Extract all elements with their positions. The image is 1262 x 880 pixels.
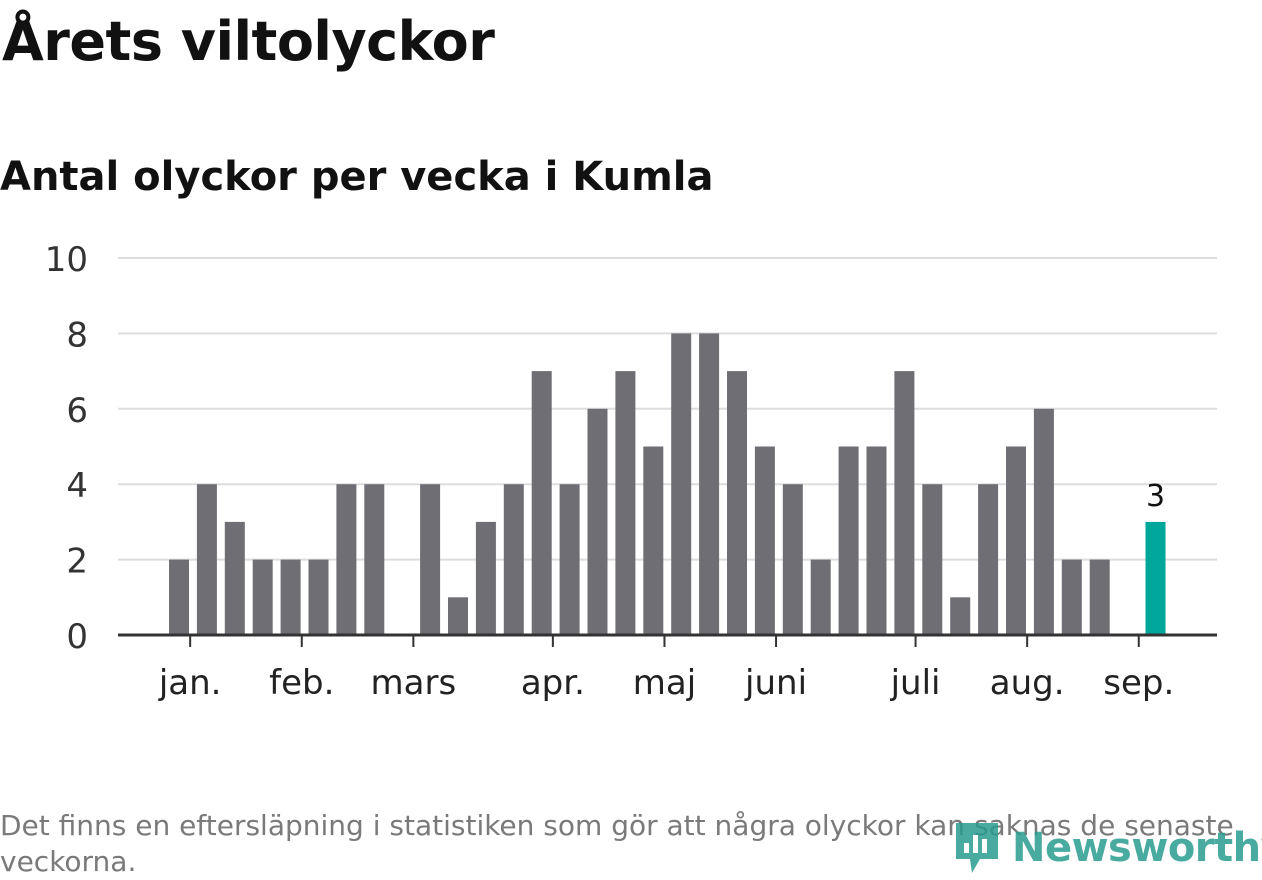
y-tick-label: 10 <box>45 240 88 280</box>
chart-subtitle: Antal olyckor per vecka i Kumla <box>0 154 714 200</box>
brand-name: Newsworthy <box>1012 825 1262 871</box>
bar <box>866 446 887 635</box>
bar <box>838 446 859 635</box>
bar <box>643 446 664 635</box>
bar <box>810 559 831 635</box>
bar <box>978 484 999 635</box>
bar <box>308 559 329 635</box>
bar <box>754 446 775 635</box>
x-tick-label: juli <box>890 663 941 703</box>
bar <box>252 559 273 635</box>
x-tick-label: apr. <box>521 663 585 703</box>
x-tick-label: jan. <box>158 663 222 703</box>
y-tick-label: 4 <box>66 466 88 506</box>
x-tick-label: aug. <box>990 663 1065 703</box>
bar <box>671 333 692 635</box>
bar <box>922 484 943 635</box>
bar <box>448 597 468 635</box>
x-tick-label: maj <box>633 663 696 703</box>
bar <box>559 484 580 635</box>
bar <box>782 484 803 635</box>
x-tick-label: sep. <box>1103 663 1174 703</box>
x-tick-label: juni <box>744 663 807 703</box>
brand-logo: Newsworthy <box>952 818 1262 878</box>
bar <box>531 371 552 635</box>
bar <box>336 484 357 635</box>
x-tick-label: mars <box>371 663 457 703</box>
bar <box>1006 446 1026 635</box>
bar <box>727 371 747 635</box>
bar <box>196 484 217 635</box>
bar <box>587 408 608 635</box>
x-tick-label: feb. <box>269 663 334 703</box>
bar <box>1033 408 1054 635</box>
bar <box>950 597 971 635</box>
bar <box>224 521 245 635</box>
bar <box>1089 559 1110 635</box>
bar <box>364 484 385 635</box>
y-tick-label: 6 <box>66 391 88 431</box>
data-label: 3 <box>1146 479 1165 514</box>
footnote: Det finns en eftersläpning i statistiken… <box>0 809 1234 878</box>
bar <box>615 371 636 635</box>
bar <box>475 521 496 635</box>
bar <box>169 559 189 635</box>
y-tick-label: 8 <box>66 315 88 355</box>
bar <box>503 484 524 635</box>
y-tick-label: 2 <box>66 542 88 582</box>
y-tick-label: 0 <box>66 617 88 657</box>
newsworthy-logo-icon <box>956 823 998 873</box>
chart-title: Årets viltolyckor <box>2 10 495 73</box>
bar-chart: 0 2 4 6 8 10 3 jan. feb. mars apr. maj juni juli aug. s… <box>45 240 1217 703</box>
bar <box>420 484 441 635</box>
bar <box>894 371 915 635</box>
bar <box>699 333 720 635</box>
bar <box>280 559 301 635</box>
bar <box>1061 559 1082 635</box>
bar-highlight <box>1145 521 1166 635</box>
